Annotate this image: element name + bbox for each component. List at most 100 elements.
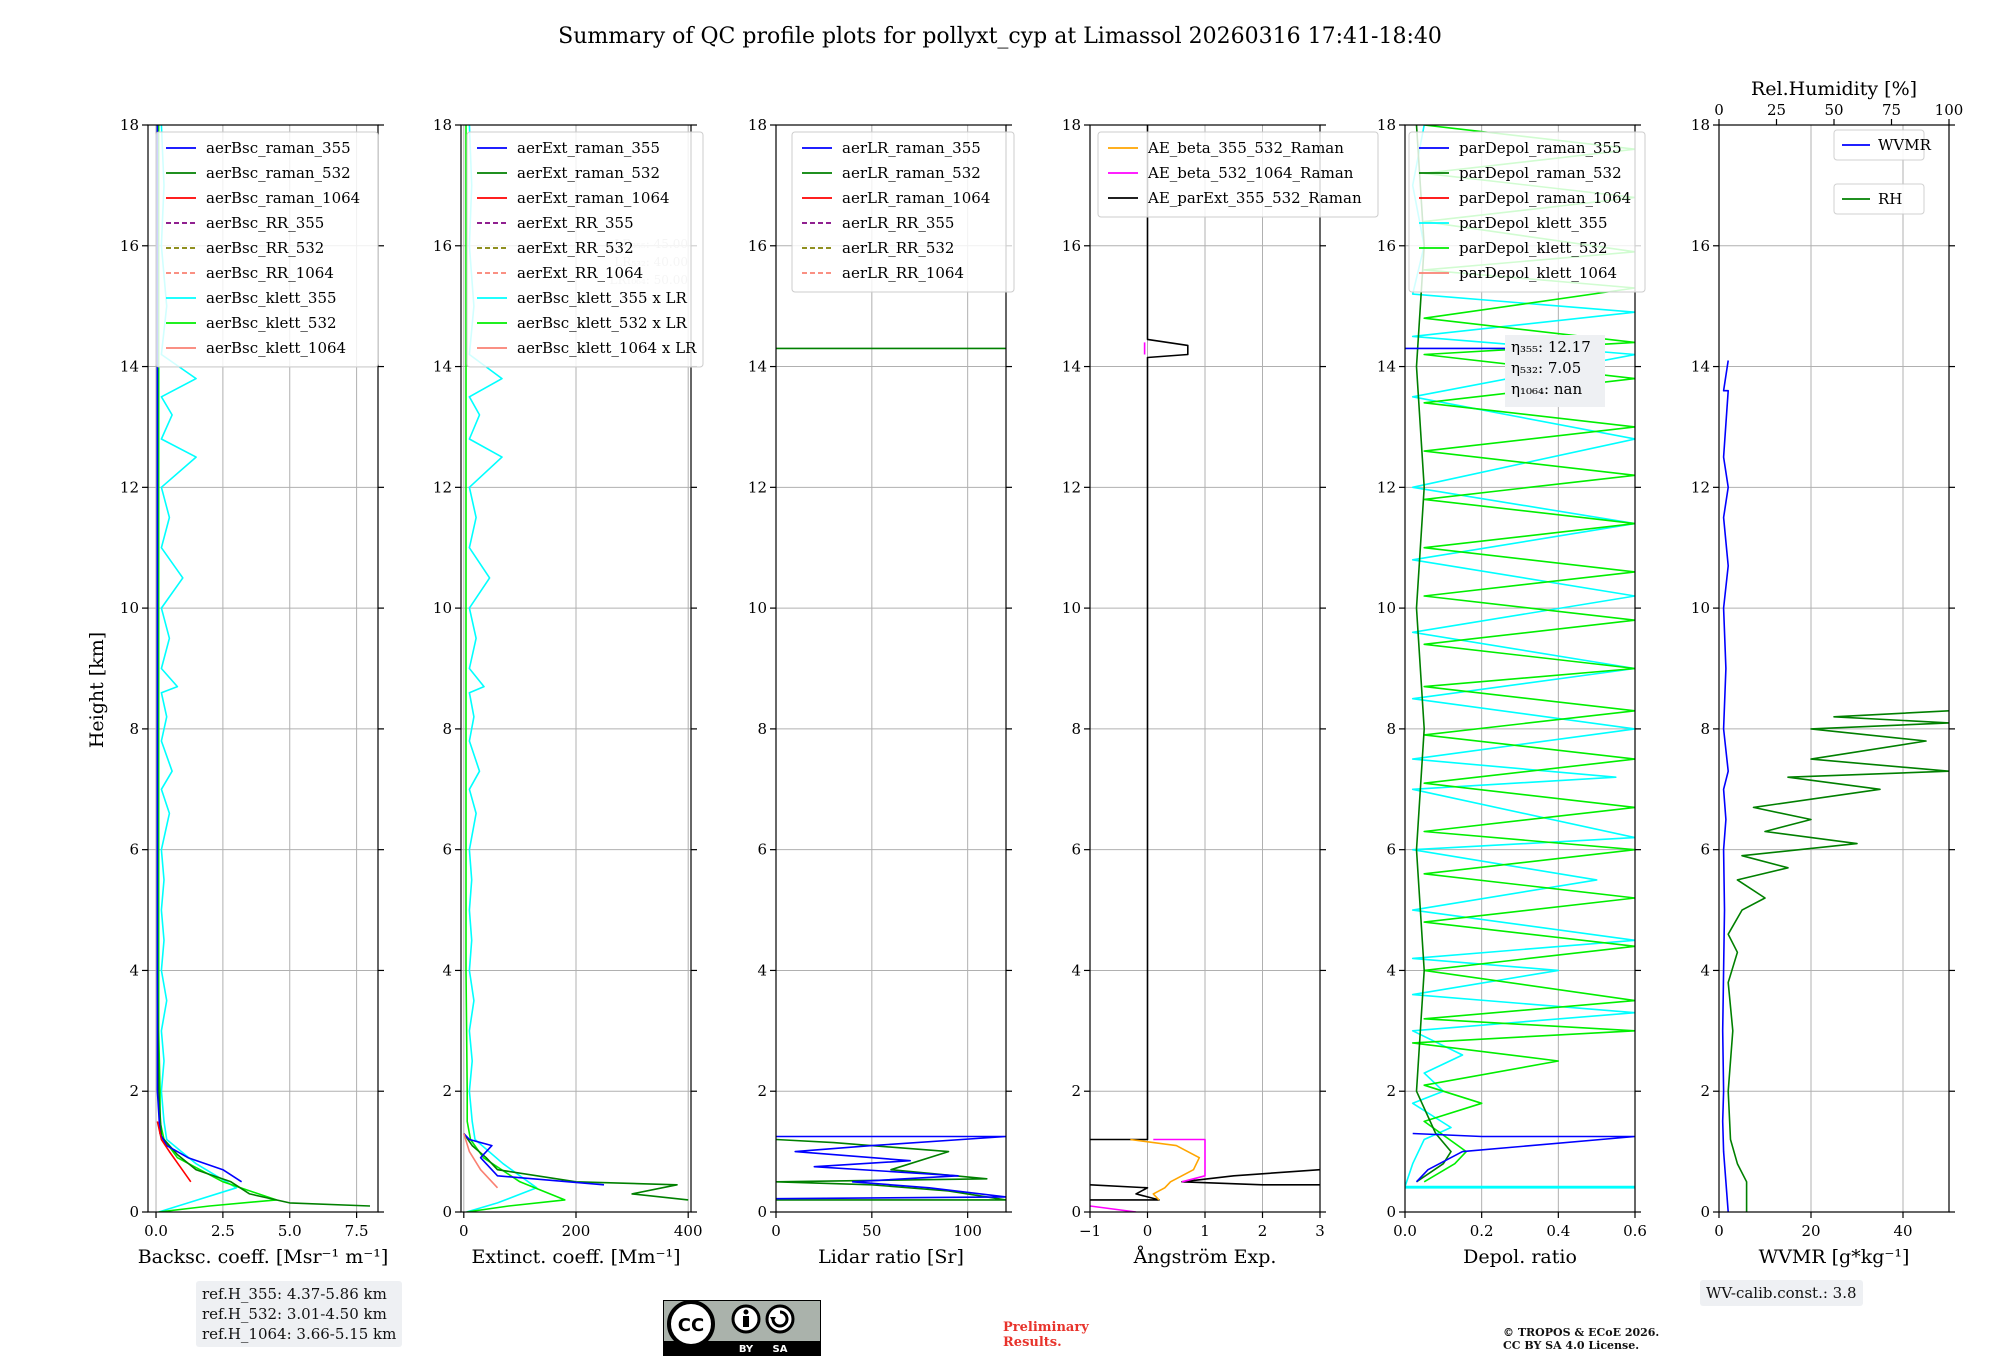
- series-group: [776, 347, 1006, 1201]
- series-aerext-raman-532: [463, 1133, 689, 1201]
- top-x-tick-label: 25: [1767, 101, 1786, 119]
- legend-label: aerLR_RR_355: [842, 214, 954, 232]
- series-ae-beta-355-532-raman: [1130, 1138, 1201, 1201]
- cc-logo-text: CC: [678, 1315, 704, 1336]
- y-tick-label: 8: [757, 720, 767, 738]
- x-tick-label: 0.4: [1546, 1222, 1570, 1240]
- legend-label: aerExt_RR_355: [517, 214, 634, 232]
- legend-box: [155, 131, 379, 368]
- y-tick-label: 2: [1386, 1082, 1396, 1100]
- series-ae-parext-355-532-raman: [1181, 1168, 1320, 1186]
- cc-by-sa-logo: CC BY SA: [663, 1300, 821, 1356]
- y-tick-label: 0: [1700, 1203, 1710, 1221]
- x-tick-label: 2: [1258, 1222, 1268, 1240]
- x-tick-label: 3: [1315, 1222, 1325, 1240]
- series-pardepol-raman-355: [1412, 1132, 1635, 1183]
- y-tick-label: 0: [129, 1203, 139, 1221]
- copyright-line-1: © TROPOS & ECoE 2026.: [1503, 1326, 1660, 1339]
- legend-box: [1833, 183, 1925, 215]
- y-tick-label: 0: [757, 1203, 767, 1221]
- legend-label: aerBsc_RR_355: [206, 214, 324, 232]
- y-tick-label: 6: [1700, 841, 1710, 859]
- axes-frame: [775, 124, 1007, 1213]
- legend-box: [791, 131, 1015, 293]
- y-tick-label: 10: [1691, 599, 1710, 617]
- x-axis-label: Depol. ratio: [1463, 1246, 1577, 1268]
- y-tick-label: 16: [1691, 237, 1710, 255]
- top-x-tick-label: 50: [1824, 101, 1843, 119]
- y-tick-label: 10: [120, 599, 139, 617]
- y-tick-label: 14: [433, 358, 452, 376]
- y-tick-label: 8: [1386, 720, 1396, 738]
- y-tick-label: 2: [1071, 1082, 1081, 1100]
- series-group: [463, 125, 689, 1212]
- wv-calibration-box: WV-calib.const.: 3.8: [1700, 1280, 1863, 1306]
- copyright-note: © TROPOS & ECoE 2026. CC BY SA 4.0 Licen…: [1503, 1326, 1659, 1352]
- series-group: [1405, 125, 1635, 1189]
- y-tick-label: 2: [1700, 1082, 1710, 1100]
- series-ae-parext-355-532-raman: [1090, 1184, 1160, 1201]
- y-tick-label: 6: [757, 841, 767, 859]
- legend-box: [1833, 129, 1925, 161]
- y-tick-label: 12: [1691, 478, 1710, 496]
- preliminary-line-1: Preliminary: [1003, 1320, 1089, 1335]
- preliminary-results-note: Preliminary Results.: [1003, 1320, 1089, 1350]
- y-tick-label: 14: [1377, 358, 1396, 376]
- series-rh: [1727, 710, 1949, 1212]
- x-axis-label: Lidar ratio [Sr]: [818, 1246, 964, 1268]
- x-axis-label: Ångström Exp.: [1133, 1246, 1277, 1268]
- y-tick-label: 2: [442, 1082, 452, 1100]
- y-tick-label: 8: [1071, 720, 1081, 738]
- y-tick-label: 10: [1062, 599, 1081, 617]
- legend-label: RH: [1878, 190, 1902, 208]
- legend-label: parDepol_klett_1064: [1459, 264, 1617, 282]
- ref-height-355: ref.H_355: 4.37-5.86 km: [202, 1285, 387, 1303]
- legend-label: aerLR_raman_1064: [842, 189, 990, 207]
- reference-height-box: ref.H_355: 4.37-5.86 km ref.H_532: 3.01-…: [196, 1281, 403, 1347]
- legend-label: AE_parExt_355_532_Raman: [1147, 189, 1362, 207]
- y-tick-label: 10: [748, 599, 767, 617]
- x-tick-label: 1: [1200, 1222, 1210, 1240]
- top-x-tick-label: 75: [1882, 101, 1901, 119]
- legend-label: aerBsc_klett_1064: [206, 339, 346, 357]
- y-tick-label: 14: [748, 358, 767, 376]
- legend-label: aerLR_RR_1064: [842, 264, 964, 282]
- x-tick-label: 0: [771, 1222, 781, 1240]
- x-tick-label: 0.0: [1393, 1222, 1417, 1240]
- series-pardepol-raman-532: [1415, 125, 1452, 1183]
- series-wvmr: [1721, 360, 1729, 1212]
- x-tick-label: 0: [459, 1222, 469, 1240]
- legend-label: aerExt_raman_1064: [517, 189, 670, 207]
- y-tick-label: 4: [129, 961, 139, 979]
- legend-label: aerExt_RR_1064: [517, 264, 643, 282]
- x-tick-label: 0.0: [144, 1222, 168, 1240]
- y-axis-label: Height [km]: [86, 632, 108, 748]
- cc-by-label: BY: [739, 1344, 754, 1355]
- y-tick-label: 12: [748, 478, 767, 496]
- legend-label: aerLR_RR_532: [842, 239, 954, 257]
- y-tick-label: 18: [120, 116, 139, 134]
- top-x-tick-label: 0: [1714, 101, 1724, 119]
- y-tick-label: 18: [1377, 116, 1396, 134]
- y-tick-label: 16: [1377, 237, 1396, 255]
- legend-label: aerBsc_klett_355 x LR: [517, 289, 688, 307]
- ref-height-532: ref.H_532: 3.01-4.50 km: [202, 1305, 387, 1323]
- y-tick-label: 10: [433, 599, 452, 617]
- legend-label: AE_beta_355_532_Raman: [1147, 139, 1344, 157]
- y-tick-label: 16: [120, 237, 139, 255]
- legend-label: aerBsc_klett_355: [206, 289, 337, 307]
- x-tick-label: 40: [1893, 1222, 1912, 1240]
- eta-label: η₅₃₂: 7.05: [1511, 359, 1581, 377]
- cc-sa-label: SA: [773, 1344, 788, 1355]
- eta-box: [1505, 335, 1605, 407]
- y-tick-label: 6: [1071, 841, 1081, 859]
- legend-label: WVMR: [1878, 136, 1932, 154]
- legend-label: aerExt_RR_532: [517, 239, 634, 257]
- x-tick-label: 0: [1143, 1222, 1153, 1240]
- y-tick-label: 12: [1377, 478, 1396, 496]
- panel-3: 0 2 4 6 8 10 12 14 16 18 0 50 100 Lidar ratio [Sr] aer…: [748, 116, 1015, 1268]
- x-tick-label: 50: [862, 1222, 881, 1240]
- axes-frame: [147, 124, 379, 1213]
- series-pardepol-klett-532: [1411, 125, 1635, 1183]
